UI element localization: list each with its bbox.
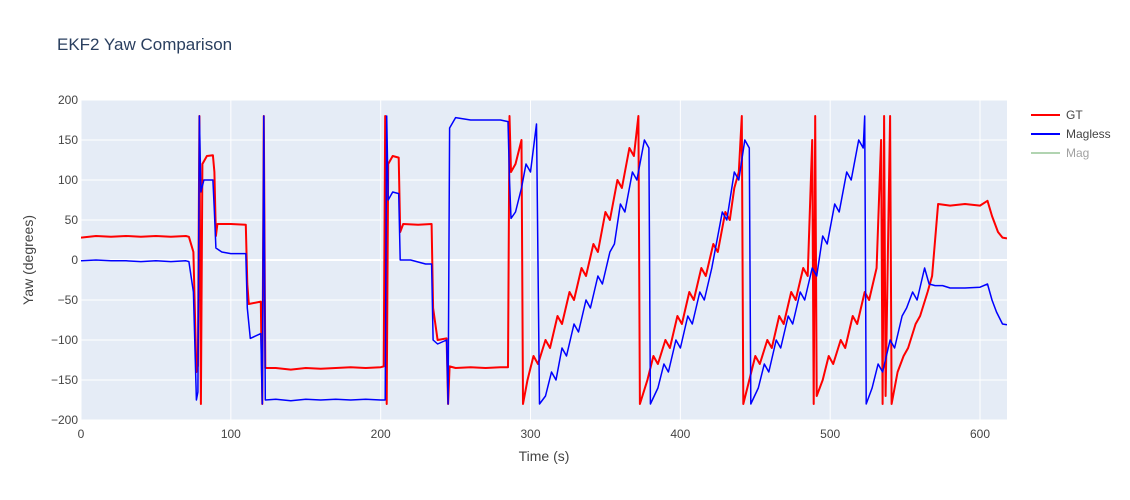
grid: [80, 99, 1007, 421]
x-tick-label: 200: [371, 427, 391, 441]
x-tick-label: 500: [820, 427, 840, 441]
x-tick-label: 600: [970, 427, 990, 441]
x-tick-label: 400: [670, 427, 690, 441]
legend-item-gt[interactable]: GT: [1031, 108, 1083, 122]
x-axis-title: Time (s): [519, 448, 570, 464]
y-tick-label: 200: [58, 93, 78, 107]
y-axis-ticks: 200 150 100 50 0 −50 −100 −150 −200: [51, 93, 78, 427]
y-tick-label: 150: [58, 133, 78, 147]
legend-item-magless[interactable]: Magless: [1031, 127, 1111, 141]
x-tick-label: 0: [78, 427, 85, 441]
y-tick-label: 100: [58, 173, 78, 187]
x-axis-ticks: 0 100 200 300 400 500 600: [78, 427, 991, 441]
y-tick-label: −200: [51, 413, 78, 427]
chart-title: EKF2 Yaw Comparison: [57, 35, 232, 54]
series-line-magless: [81, 115, 1007, 405]
y-tick-label: −150: [51, 373, 78, 387]
y-tick-label: −100: [51, 333, 78, 347]
legend-item-mag[interactable]: Mag: [1031, 146, 1089, 160]
legend: GT Magless Mag: [1031, 108, 1111, 160]
legend-label: Mag: [1066, 146, 1089, 160]
x-tick-label: 100: [221, 427, 241, 441]
legend-label: GT: [1066, 108, 1083, 122]
y-tick-label: −50: [58, 293, 79, 307]
legend-label: Magless: [1066, 127, 1111, 141]
series-layer: [81, 115, 1007, 405]
y-axis-title: Yaw (degrees): [20, 215, 36, 305]
y-tick-label: 50: [65, 213, 79, 227]
y-tick-label: 0: [71, 253, 78, 267]
x-tick-label: 300: [520, 427, 540, 441]
